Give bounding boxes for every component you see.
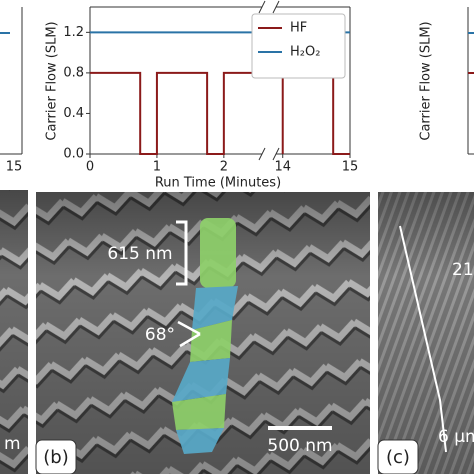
y-axis-label: Carrier Flow (SLM) bbox=[419, 21, 434, 140]
chart: Carrier Flow (SLM) Run Time (Minutes) 0.… bbox=[45, 0, 359, 191]
panel-label: (b) bbox=[43, 447, 68, 468]
scale-label: m bbox=[4, 434, 21, 454]
image-shade bbox=[378, 192, 474, 474]
x-tick-label: 1 bbox=[153, 160, 161, 175]
helix-segment bbox=[190, 320, 232, 362]
pitch-bracket bbox=[176, 220, 188, 286]
length-marker bbox=[399, 225, 447, 453]
x-tick-label: 2 bbox=[220, 160, 228, 175]
y-axis-label: Carrier Flow (SLM) bbox=[45, 21, 60, 140]
panel-b-image: 615 nm 68° 500 nm (b) bbox=[35, 192, 370, 474]
image-shade bbox=[0, 190, 28, 474]
helix bbox=[172, 218, 238, 454]
helix-segment bbox=[192, 286, 238, 330]
x-tick-label: 15 bbox=[342, 160, 359, 175]
x-tick-label: 14 bbox=[274, 160, 291, 175]
legend-box bbox=[251, 13, 346, 79]
helix-segment bbox=[176, 428, 224, 454]
scale-bar-label: 500 nm bbox=[267, 436, 332, 456]
axis-break bbox=[272, 147, 280, 161]
pitch-label: 615 nm bbox=[107, 244, 172, 264]
y-tick-label: 0.0 bbox=[63, 147, 84, 162]
axis-break bbox=[258, 147, 266, 161]
panel-a: 15 m bbox=[0, 7, 28, 474]
panel-c: Carrier Flow (SLM) 21.8 µ 6 µm (c) bbox=[377, 7, 474, 474]
x-tick-label: 0 bbox=[86, 160, 94, 175]
panel-label-box bbox=[35, 439, 77, 474]
length-label: 21.8 µ bbox=[452, 260, 474, 280]
length-label: 6 µm bbox=[438, 427, 474, 447]
legend-label: H₂O₂ bbox=[290, 45, 320, 60]
helix-segment bbox=[172, 358, 230, 402]
y-tick-label: 0.4 bbox=[63, 106, 84, 121]
angle-marker bbox=[177, 320, 201, 348]
helix-segment bbox=[200, 218, 236, 288]
x-tick-label: 15 bbox=[6, 160, 23, 175]
angle-label: 68° bbox=[145, 325, 175, 345]
y-tick-label: 0.8 bbox=[63, 65, 84, 80]
panel-label-box bbox=[377, 439, 419, 474]
x-axis-label: Run Time (Minutes) bbox=[155, 176, 281, 191]
series-line bbox=[90, 71, 350, 155]
y-tick-label: 1.2 bbox=[63, 25, 84, 40]
legend-label: HF bbox=[290, 21, 307, 36]
axis-break bbox=[272, 0, 280, 14]
panel-label: (c) bbox=[386, 447, 410, 468]
axis-break bbox=[258, 0, 266, 14]
helix-segment bbox=[172, 394, 226, 430]
